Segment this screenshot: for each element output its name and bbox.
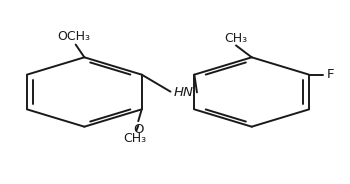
Text: CH₃: CH₃ (123, 132, 146, 145)
Text: HN: HN (174, 86, 194, 98)
Text: F: F (327, 68, 334, 81)
Text: OCH₃: OCH₃ (57, 30, 90, 43)
Text: CH₃: CH₃ (224, 31, 247, 45)
Text: O: O (133, 123, 144, 136)
